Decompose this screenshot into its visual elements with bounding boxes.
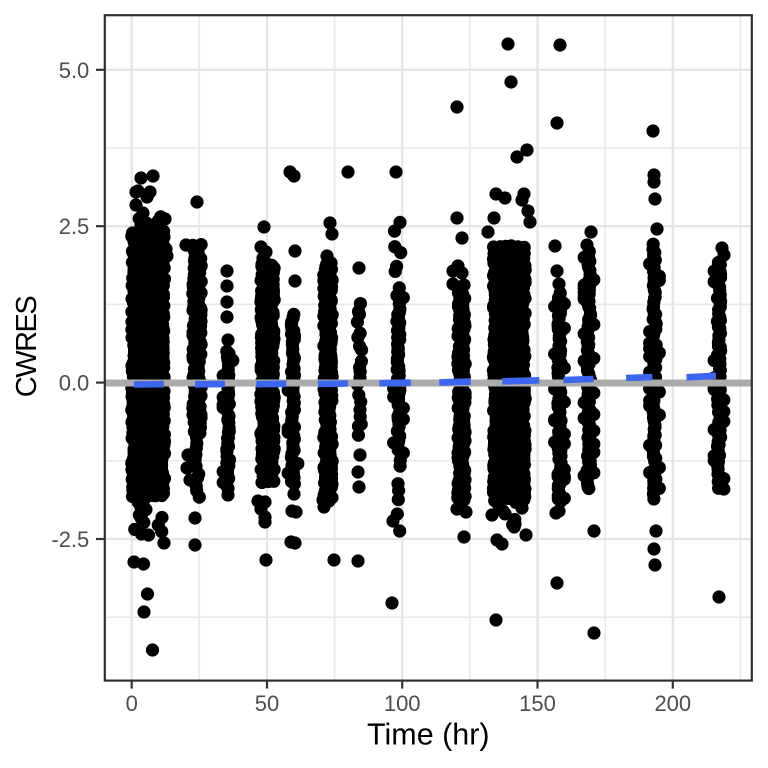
svg-text:50: 50 [255, 691, 279, 716]
svg-text:200: 200 [654, 691, 691, 716]
svg-text:0.0: 0.0 [59, 371, 90, 396]
svg-text:5.0: 5.0 [59, 58, 90, 83]
svg-text:CWRES: CWRES [11, 296, 43, 398]
svg-text:150: 150 [519, 691, 556, 716]
svg-text:Time (hr): Time (hr) [367, 718, 490, 752]
svg-text:0: 0 [126, 691, 138, 716]
svg-text:-2.5: -2.5 [51, 527, 89, 552]
svg-text:2.5: 2.5 [59, 214, 90, 239]
svg-text:100: 100 [384, 691, 421, 716]
